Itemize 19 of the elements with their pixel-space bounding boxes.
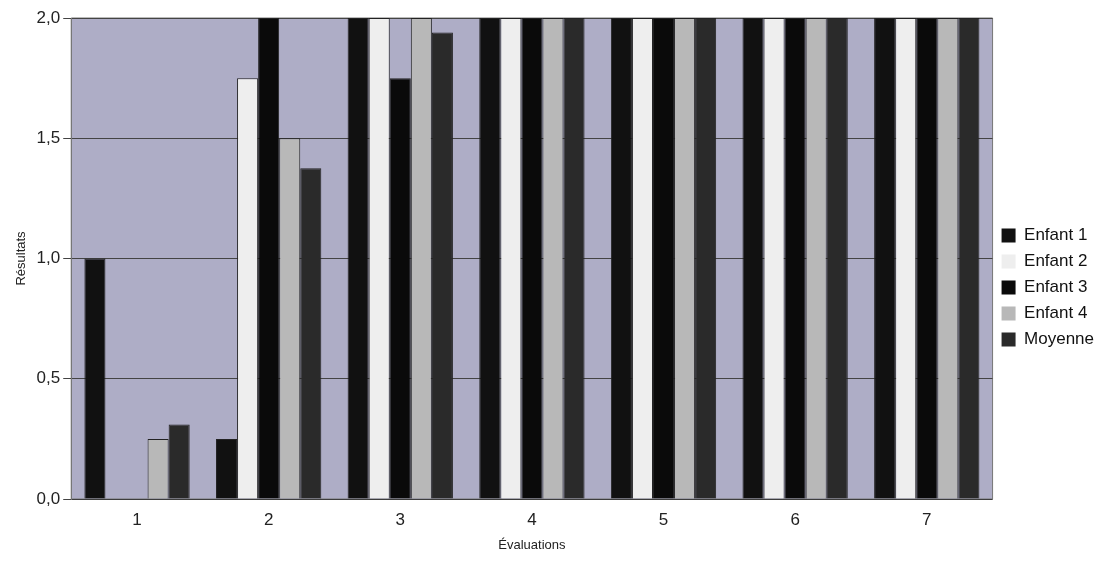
x-tick-label: 7 <box>922 509 932 529</box>
y-axis-title: Résultats <box>13 230 29 286</box>
x-tick-label: 1 <box>132 509 142 529</box>
x-tick-label: 4 <box>527 509 537 529</box>
legend-label: Enfant 1 <box>1024 225 1088 245</box>
legend-label: Moyenne <box>1024 329 1094 349</box>
x-tick-label: 3 <box>395 509 406 529</box>
legend-label: Enfant 4 <box>1024 303 1088 323</box>
y-tick-label: 1,0 <box>36 248 61 268</box>
x-tick-label: 5 <box>658 509 669 529</box>
y-tick-label: 2,0 <box>36 7 61 27</box>
legend-label: Enfant 3 <box>1024 277 1088 297</box>
y-tick-label: 0,0 <box>36 488 61 508</box>
y-tick-label: 1,5 <box>36 127 61 147</box>
x-tick-label: 6 <box>790 509 800 529</box>
y-tick-label: 0,5 <box>36 368 61 388</box>
x-axis-title: Évaluations <box>498 536 566 552</box>
x-tick-label: 2 <box>263 509 274 529</box>
legend-label: Enfant 2 <box>1024 251 1088 271</box>
